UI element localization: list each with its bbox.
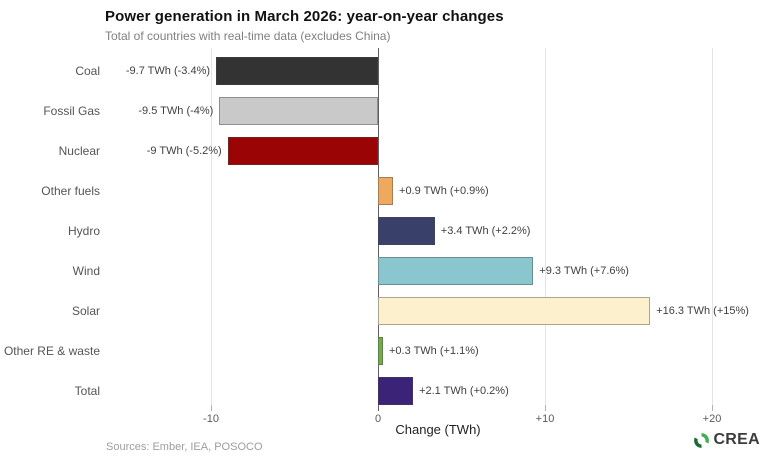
bar-coal xyxy=(216,57,378,85)
x-tick-mark xyxy=(545,405,546,411)
chart-subtitle: Total of countries with real-time data (… xyxy=(105,29,391,43)
bar-value-label-total: +2.1 TWh (+0.2%) xyxy=(419,385,509,397)
bar-other-re-waste xyxy=(378,337,383,365)
gridline--10 xyxy=(211,48,212,405)
crea-leaf-icon xyxy=(693,432,710,449)
crea-logo: CREA xyxy=(693,431,760,449)
bar-value-label-coal: -9.7 TWh (-3.4%) xyxy=(125,65,211,77)
gridline-p10 xyxy=(545,48,546,405)
gridline-p20 xyxy=(712,48,713,405)
bar-hydro xyxy=(378,217,435,245)
bar-value-label-other-re-waste: +0.3 TWh (+1.1%) xyxy=(389,345,479,357)
bar-value-label-wind: +9.3 TWh (+7.6%) xyxy=(539,265,629,277)
category-label-nuclear: Nuclear xyxy=(58,144,100,158)
bar-other-fuels xyxy=(378,177,394,205)
x-tick-label: 0 xyxy=(374,413,382,425)
x-tick-mark xyxy=(712,405,713,411)
bar-total xyxy=(378,377,414,405)
bar-solar xyxy=(378,297,651,325)
category-label-other-re-waste: Other RE & waste xyxy=(3,344,100,358)
x-tick-mark xyxy=(211,405,212,411)
x-tick-label: +20 xyxy=(702,413,722,425)
category-label-wind: Wind xyxy=(72,264,100,278)
bar-value-label-solar: +16.3 TWh (+15%) xyxy=(656,305,749,317)
x-tick-label: +10 xyxy=(535,413,555,425)
x-tick-label: -10 xyxy=(203,413,219,425)
category-label-other-fuels: Other fuels xyxy=(41,184,100,198)
bar-value-label-other-fuels: +0.9 TWh (+0.9%) xyxy=(399,185,489,197)
category-label-solar: Solar xyxy=(71,304,100,318)
bar-value-label-hydro: +3.4 TWh (+2.2%) xyxy=(440,225,531,237)
category-label-total: Total xyxy=(74,384,100,398)
category-label-hydro: Hydro xyxy=(67,224,100,238)
sources-note: Sources: Ember, IEA, POSOCO xyxy=(106,441,263,453)
bar-wind xyxy=(378,257,534,285)
bar-value-label-nuclear: -9 TWh (-5.2%) xyxy=(146,145,222,157)
category-label-coal: Coal xyxy=(75,64,100,78)
chart-title: Power generation in March 2026: year-on-… xyxy=(105,8,504,25)
category-label-fossil-gas: Fossil Gas xyxy=(43,104,100,118)
x-axis-title: Change (TWh) xyxy=(395,422,481,437)
crea-logo-text: CREA xyxy=(713,431,760,448)
bar-nuclear xyxy=(227,137,378,165)
bar-fossil-gas xyxy=(219,97,378,125)
bar-value-label-fossil-gas: -9.5 TWh (-4%) xyxy=(138,105,214,117)
